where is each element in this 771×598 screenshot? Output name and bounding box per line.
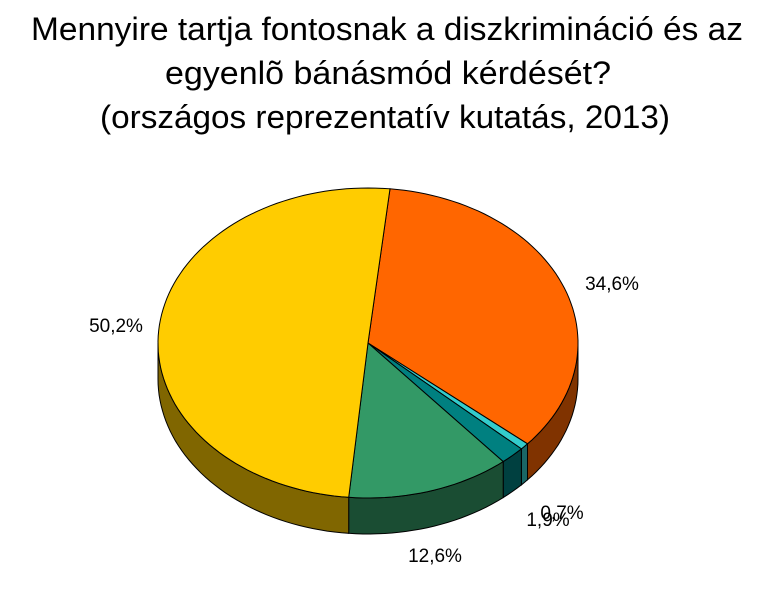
slice <box>348 342 505 499</box>
value-label: 1,9% <box>526 510 569 531</box>
chart-title: (országos reprezentatív kutatás, 2013) <box>100 99 670 135</box>
chart-title: egyenlõ bánásmód kérdését? <box>165 55 611 91</box>
value-label: 50,2% <box>89 316 143 337</box>
chart-title: Mennyire tartja fontosnak a diszkriminác… <box>31 11 743 47</box>
value-label: 0,7% <box>540 503 583 524</box>
value-label: 12,6% <box>408 546 462 567</box>
slice <box>367 188 579 445</box>
slice <box>157 187 391 498</box>
slice-side <box>520 442 528 486</box>
value-label: 34,6% <box>585 274 639 295</box>
